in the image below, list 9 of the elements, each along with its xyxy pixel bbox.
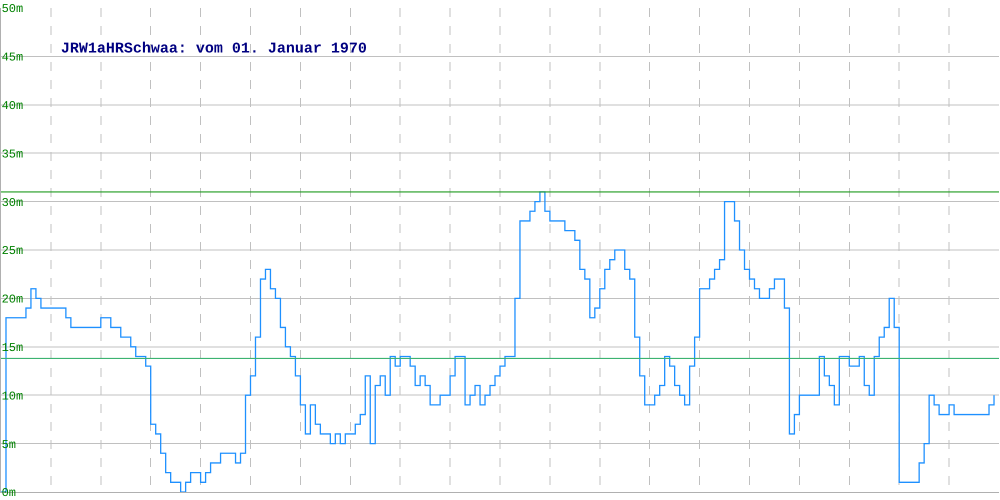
y-tick-label: 20m (2, 292, 24, 307)
y-tick-label: 0m (2, 486, 16, 500)
y-tick-label: 25m (2, 244, 24, 258)
text: JRW1aHRSchwaa: vom 01. Januar 1970 (60, 40, 367, 58)
y-tick-label: 30m (2, 196, 24, 210)
y-tick-label: 45m (2, 50, 24, 65)
y-tick-label: 40m (2, 99, 24, 113)
y-tick-label: 50m (2, 2, 24, 16)
y-tick-label: 35m (2, 147, 24, 162)
